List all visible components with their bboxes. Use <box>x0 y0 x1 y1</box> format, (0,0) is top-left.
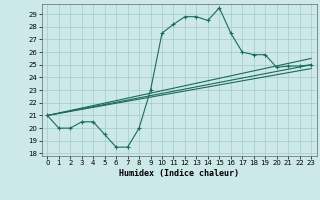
X-axis label: Humidex (Indice chaleur): Humidex (Indice chaleur) <box>119 169 239 178</box>
